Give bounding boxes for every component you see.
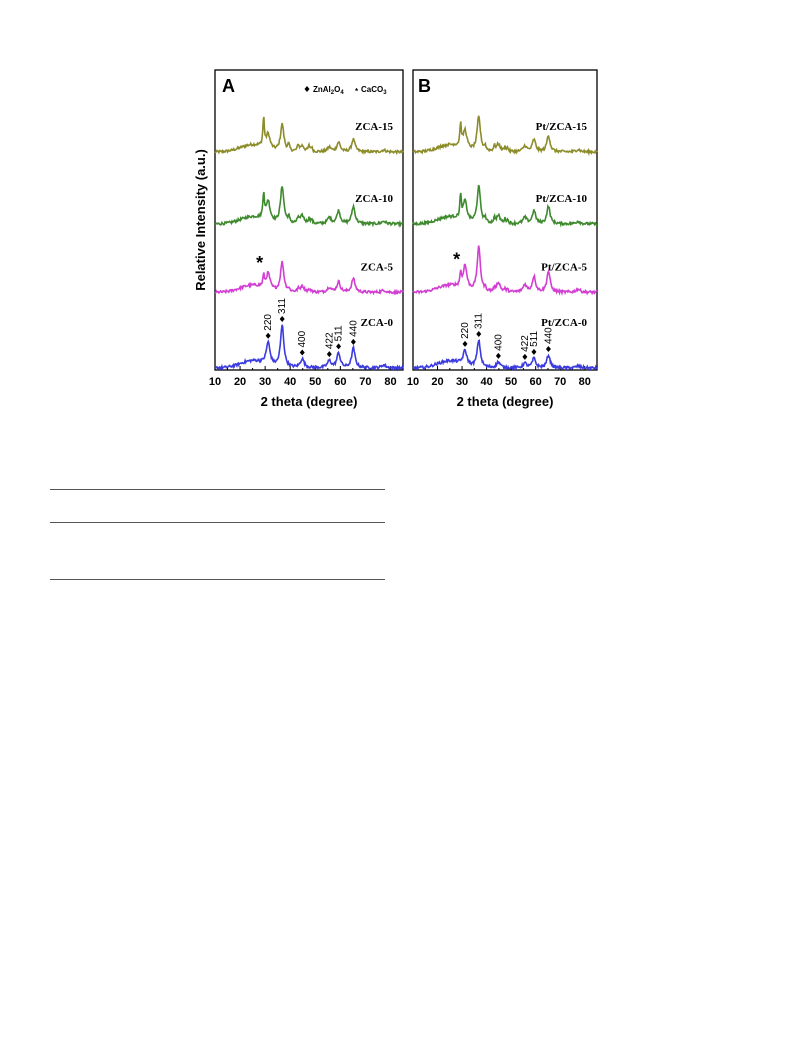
divider-line-top (50, 489, 385, 490)
x-tick-label: 20 (431, 376, 443, 388)
series-label: Pt/ZCA-10 (536, 193, 588, 205)
series-label: Pt/ZCA-5 (541, 261, 587, 273)
chart-panel-b: B 10 20 30 40 50 60 70 80 2 theta (degree) Pt/ZCA-… (407, 69, 598, 409)
series-label: ZCA-10 (355, 193, 393, 205)
x-tick-label: 20 (234, 376, 246, 388)
x-tick-label: 70 (554, 376, 566, 388)
panel-label: B (418, 76, 431, 96)
peak-index-label: 220 (263, 314, 274, 331)
peak-diamond-marker (336, 343, 342, 350)
chart-panel-a: A 10 20 30 40 50 60 70 80 2 theta (degree) Relativ… (193, 69, 404, 409)
panel-label: A (222, 76, 235, 96)
peak-index-label: 400 (297, 330, 308, 347)
peak-index-label: 511 (334, 325, 345, 341)
series-line (412, 115, 598, 157)
peak-diamond-marker (279, 315, 285, 322)
x-tick-label: 80 (384, 376, 396, 388)
legend-diamond-marker (304, 86, 310, 92)
calcite-star-marker: * (453, 250, 460, 270)
y-axis-label: Relative Intensity (a.u.) (193, 149, 208, 291)
x-tick-label: 30 (456, 376, 468, 388)
peak-diamond-marker (462, 340, 468, 347)
legend-calcite: CaCO3 (361, 85, 387, 96)
peak-index-label: 440 (543, 327, 554, 344)
x-tick-label: 30 (259, 376, 271, 388)
series-label: Pt/ZCA-15 (536, 121, 588, 133)
peak-index-label: 311 (277, 298, 288, 314)
x-tick-label: 70 (359, 376, 371, 388)
peak-diamond-marker (476, 331, 482, 338)
x-tick-label: 50 (309, 376, 321, 388)
peak-index-label: 422 (520, 335, 531, 352)
peak-diamond-marker (522, 353, 528, 360)
series-line (214, 324, 404, 372)
series-label: ZCA-5 (361, 261, 394, 273)
legend-zinc-aluminate: ZnAl2O4 (313, 85, 344, 96)
peak-index-label: 311 (474, 313, 485, 329)
x-tick-label: 10 (209, 376, 221, 388)
peak-diamond-marker (350, 338, 356, 345)
peak-diamond-marker (326, 351, 332, 358)
peak-diamond-marker (299, 349, 305, 356)
x-tick-label: 10 (407, 376, 419, 388)
peak-index-label: 220 (460, 322, 471, 339)
series-line (412, 184, 598, 228)
x-tick-label: 40 (480, 376, 492, 388)
x-tick-label: 50 (505, 376, 517, 388)
divider-line-middle (50, 522, 385, 523)
series-line (412, 339, 598, 372)
series-line (214, 186, 404, 229)
plot-frame (412, 69, 598, 371)
series-line (214, 260, 404, 296)
series-label: ZCA-15 (355, 121, 393, 133)
peak-index-label: 422 (324, 332, 335, 349)
x-tick-label: 60 (530, 376, 542, 388)
peak-index-label: 400 (493, 334, 504, 351)
peak-diamond-marker (545, 345, 551, 352)
x-tick-label: 80 (579, 376, 591, 388)
series-label: Pt/ZCA-0 (541, 317, 587, 329)
x-tick-label: 60 (334, 376, 346, 388)
calcite-star-marker: * (256, 253, 263, 273)
peak-diamond-marker (495, 352, 501, 359)
series-line (214, 116, 404, 156)
plot-frame (214, 69, 404, 371)
x-axis-label: 2 theta (degree) (261, 394, 358, 409)
peak-diamond-marker (531, 348, 537, 355)
divider-line-bottom (50, 579, 385, 580)
series-line (412, 245, 598, 296)
peak-index-label: 440 (348, 320, 359, 337)
x-axis-label: 2 theta (degree) (457, 394, 554, 409)
peak-diamond-marker (265, 332, 271, 339)
series-label: ZCA-0 (361, 317, 394, 329)
peak-index-label: 511 (529, 330, 540, 346)
x-tick-label: 40 (284, 376, 296, 388)
legend-star-marker: * (355, 87, 359, 96)
